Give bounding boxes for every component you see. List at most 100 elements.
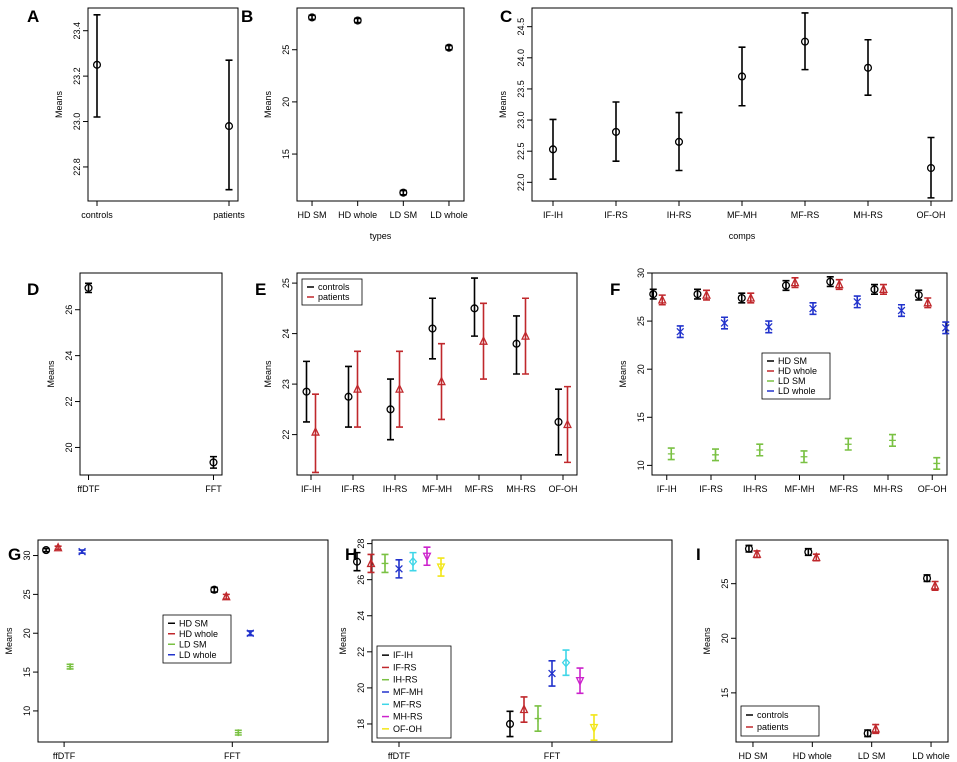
error-bar: [396, 350, 403, 428]
ytick-label: 22: [64, 397, 74, 407]
data-point: [554, 417, 563, 427]
data-point: [889, 436, 896, 444]
xtick-label: HD whole: [793, 751, 832, 761]
xtick-label: MH-RS: [506, 484, 536, 494]
data-point: [399, 188, 408, 197]
series-if-rs: [366, 553, 529, 723]
y-axis-title: Means: [54, 90, 64, 118]
ytick-label: 24.5: [516, 18, 526, 36]
legend-label: MF-RS: [393, 699, 422, 709]
data-point: [933, 460, 941, 467]
data-point: [923, 297, 933, 307]
legend-box: [740, 705, 820, 737]
panel-a: A 22.8 23.0 23.2 23.4 controls patients Means: [27, 7, 245, 220]
xtick-label: LD whole: [912, 751, 950, 761]
xtick-label: MH-RS: [853, 210, 883, 220]
series-mf-rs: [408, 551, 571, 677]
legend-label: HD SM: [179, 618, 208, 628]
series-controls: [744, 544, 932, 738]
data-point: [521, 330, 530, 340]
series-hd-sm: [42, 546, 219, 594]
panel-i-frame: [735, 539, 949, 743]
data-point: [589, 723, 599, 734]
data-point: [897, 306, 906, 315]
ytick-label: 23: [281, 379, 291, 389]
data-point: [800, 37, 810, 46]
ytick-label: 15: [22, 667, 32, 677]
panel-i-legend: controls patients: [740, 705, 820, 737]
data-point: [804, 547, 813, 557]
error-bar: [353, 551, 361, 572]
data-point: [53, 542, 63, 552]
xtick-label: IF-IH: [657, 484, 677, 494]
data-point: [744, 544, 754, 553]
data-point: [879, 283, 888, 294]
data-point: [870, 285, 879, 294]
ytick-label: 20: [281, 97, 291, 107]
error-bar: [345, 365, 352, 428]
y-axis-title: Means: [618, 360, 628, 388]
error-bar: [437, 557, 445, 577]
data-point: [561, 657, 571, 668]
data-point: [422, 552, 432, 562]
error-bar: [429, 297, 436, 360]
ytick-label: 23.4: [72, 22, 82, 40]
series-hd-whole: [657, 277, 933, 309]
y-axis-title: Means: [4, 627, 14, 655]
data-point: [436, 563, 446, 573]
xtick-label: IH-RS: [667, 210, 692, 220]
ytick-label: 23.5: [516, 80, 526, 98]
error-bar: [562, 649, 570, 677]
data-point: [302, 387, 311, 396]
data-point: [674, 137, 684, 146]
data-point: [221, 591, 231, 601]
series-means: [84, 282, 218, 469]
ytick-label: 20: [356, 683, 366, 693]
xtick-label: IH-RS: [743, 484, 768, 494]
data-point: [914, 291, 923, 300]
xtick-label: IF-RS: [604, 210, 628, 220]
xtick-label: LD SM: [858, 751, 886, 761]
panel-d: D 20 22 24 26 ffDTF FFT Means: [27, 272, 223, 494]
ytick-label: 22.0: [516, 174, 526, 192]
xtick-label: IH-RS: [383, 484, 408, 494]
data-point: [809, 304, 817, 313]
data-point: [764, 323, 773, 331]
ytick-label: 15: [720, 688, 730, 698]
panel-d-frame: [79, 272, 223, 476]
y-axis-title: Means: [263, 90, 273, 118]
data-point: [667, 450, 675, 458]
x-axis-title: comps: [729, 231, 756, 241]
xtick-label: IF-RS: [699, 484, 723, 494]
xtick-label: IF-IH: [301, 484, 321, 494]
data-point: [42, 546, 51, 555]
legend-label: HD SM: [778, 356, 807, 366]
panel-f-label: F: [610, 280, 620, 299]
ytick-label: 23.0: [516, 111, 526, 129]
data-point: [366, 557, 376, 568]
data-point: [353, 383, 362, 393]
series-ld-whole: [676, 295, 950, 339]
data-point: [512, 339, 521, 348]
series-means: [548, 12, 936, 199]
panel-c: C 22.0 22.5 23.0 23.5 24.0 24.5 IF-IH IF-RS IH-RS…: [498, 7, 953, 241]
panel-h-frame: [371, 539, 673, 743]
legend-label: LD whole: [179, 650, 217, 660]
data-point: [307, 13, 317, 22]
xtick-label: MF-RS: [830, 484, 859, 494]
x-axis-title: types: [370, 231, 392, 241]
panel-b-frame: [296, 7, 465, 202]
ytick-label: 22: [281, 430, 291, 440]
data-point: [210, 585, 219, 594]
xtick-label: FFT: [544, 751, 561, 761]
series-ld-sm: [667, 433, 941, 471]
error-bar: [42, 547, 50, 553]
series-ld-whole: [78, 547, 255, 638]
series-controls: [302, 277, 563, 456]
ytick-label: 22.5: [516, 142, 526, 160]
error-bar: [864, 38, 872, 96]
